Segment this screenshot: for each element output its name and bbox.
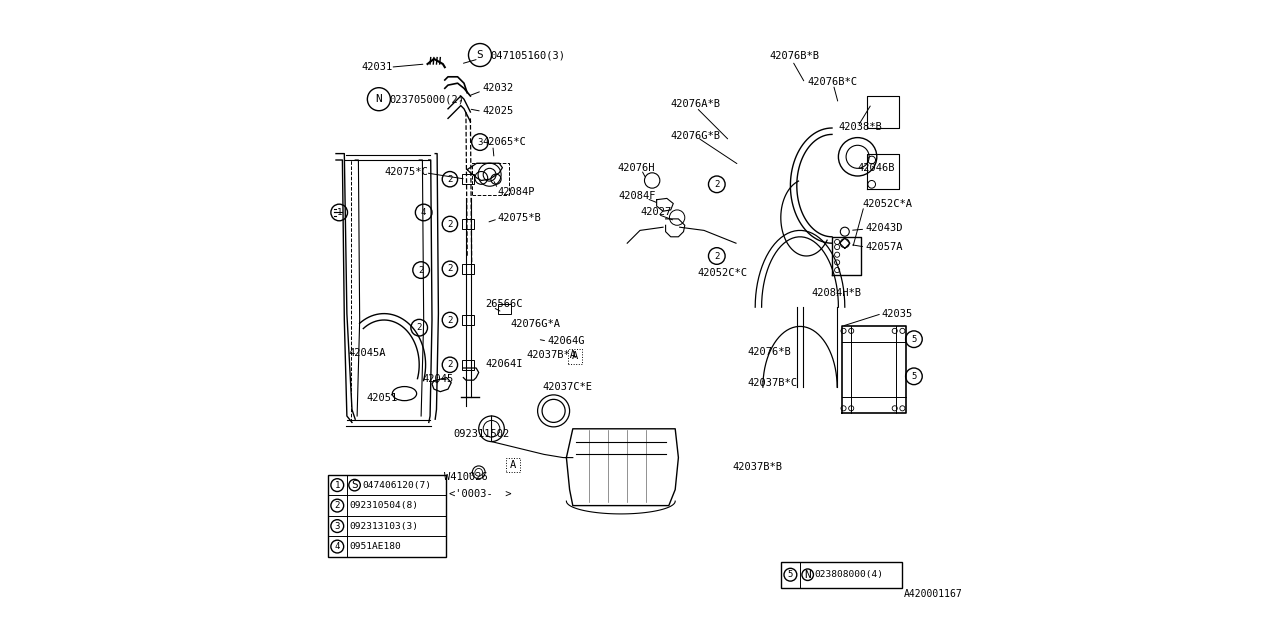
Text: 023705000(2): 023705000(2) — [389, 94, 465, 104]
Text: 42076*B: 42076*B — [748, 347, 791, 357]
Text: 2: 2 — [447, 175, 453, 184]
Text: 4: 4 — [334, 542, 340, 551]
Text: 42037B*B: 42037B*B — [732, 462, 783, 472]
Bar — [781, 562, 902, 588]
Text: 5: 5 — [787, 570, 794, 579]
Text: S: S — [476, 50, 484, 60]
Text: 42025: 42025 — [483, 106, 513, 116]
Text: 092313103(3): 092313103(3) — [349, 522, 419, 531]
Text: 42057A: 42057A — [865, 242, 902, 252]
Text: W410026: W410026 — [444, 472, 488, 482]
Bar — [568, 349, 582, 364]
Text: 42084F: 42084F — [618, 191, 655, 201]
Text: 42075*C: 42075*C — [384, 166, 428, 177]
Text: 2: 2 — [714, 252, 719, 260]
Bar — [462, 264, 474, 274]
Bar — [462, 315, 474, 325]
Bar — [328, 475, 447, 557]
Text: 42046B: 42046B — [858, 163, 895, 173]
Text: 42076B*C: 42076B*C — [808, 77, 858, 87]
Bar — [506, 458, 520, 472]
Text: 42038*B: 42038*B — [838, 122, 882, 132]
Text: 2: 2 — [419, 266, 424, 275]
Bar — [462, 360, 474, 370]
Text: 42064G: 42064G — [548, 336, 585, 346]
Text: 26566C: 26566C — [485, 299, 522, 309]
Text: 42065*C: 42065*C — [483, 137, 526, 147]
Text: 42076H: 42076H — [618, 163, 655, 173]
Text: 2: 2 — [447, 316, 453, 324]
Text: 42035: 42035 — [882, 308, 913, 319]
Polygon shape — [566, 429, 678, 506]
Text: 42043D: 42043D — [865, 223, 902, 234]
Text: 2: 2 — [334, 501, 340, 510]
Text: <'0003-  >: <'0003- > — [449, 489, 512, 499]
Text: 3: 3 — [334, 522, 340, 531]
Text: 047406120(7): 047406120(7) — [362, 481, 431, 490]
Text: A: A — [572, 351, 579, 362]
Text: 42045: 42045 — [422, 374, 453, 384]
Text: N: N — [804, 570, 812, 580]
Text: N: N — [375, 94, 383, 104]
Text: 42075*B: 42075*B — [498, 212, 541, 223]
Text: A420001167: A420001167 — [904, 589, 963, 599]
Text: 42027: 42027 — [640, 207, 671, 218]
Text: 1: 1 — [337, 208, 342, 217]
Text: 42045A: 42045A — [348, 348, 387, 358]
Text: 023808000(4): 023808000(4) — [815, 570, 883, 579]
Text: 2: 2 — [447, 264, 453, 273]
Text: 42037B*C: 42037B*C — [748, 378, 797, 388]
Text: 42064I: 42064I — [485, 358, 522, 369]
Text: 42031: 42031 — [362, 62, 393, 72]
Text: 4: 4 — [421, 208, 426, 217]
Text: 42084H*B: 42084H*B — [812, 288, 861, 298]
Text: 42084P: 42084P — [498, 187, 535, 197]
Text: 42076A*B: 42076A*B — [671, 99, 721, 109]
Text: 42076G*B: 42076G*B — [671, 131, 721, 141]
Text: 047105160(3): 047105160(3) — [490, 50, 566, 60]
Text: 2: 2 — [447, 220, 453, 228]
Text: 5: 5 — [911, 372, 916, 381]
Text: 2: 2 — [416, 323, 422, 332]
Bar — [498, 304, 511, 314]
Text: 1: 1 — [334, 481, 340, 490]
Bar — [472, 163, 509, 195]
Text: 42052C*C: 42052C*C — [698, 268, 748, 278]
Text: 3: 3 — [477, 138, 483, 147]
Text: 5: 5 — [911, 335, 916, 344]
Bar — [462, 174, 474, 184]
Text: 42076G*A: 42076G*A — [511, 319, 561, 329]
Text: 42051: 42051 — [366, 393, 397, 403]
Text: 42037B*A: 42037B*A — [526, 349, 576, 360]
Bar — [462, 219, 474, 229]
Text: 2: 2 — [714, 180, 719, 189]
Text: 0951AE180: 0951AE180 — [349, 542, 401, 551]
Text: 42032: 42032 — [483, 83, 513, 93]
Text: 2: 2 — [447, 360, 453, 369]
Text: 092310504(8): 092310504(8) — [349, 501, 419, 510]
Text: 092311502: 092311502 — [453, 429, 509, 439]
Text: 42052C*A: 42052C*A — [863, 198, 913, 209]
Text: 42037C*E: 42037C*E — [543, 382, 593, 392]
Text: A: A — [509, 460, 516, 470]
Text: 42076B*B: 42076B*B — [769, 51, 819, 61]
Text: S: S — [351, 480, 358, 490]
